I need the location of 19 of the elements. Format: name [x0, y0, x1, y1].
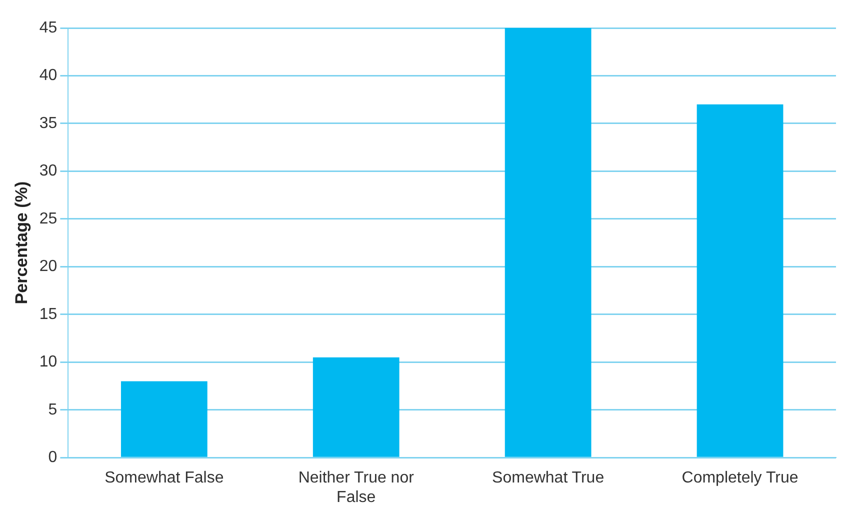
- y-tick-label: 10: [39, 354, 58, 371]
- y-tick-label: 40: [39, 67, 58, 84]
- y-tick-label: 5: [48, 401, 58, 418]
- bar: [120, 381, 208, 457]
- y-axis-title: Percentage (%): [12, 181, 31, 304]
- y-tick-label: 15: [39, 306, 58, 323]
- y-tick-label: 30: [39, 162, 58, 180]
- x-tick-label: Neither True nor False: [298, 470, 415, 506]
- x-tick-label: Completely True: [682, 470, 798, 487]
- bar: [696, 104, 784, 457]
- y-tick-label: 45: [39, 19, 58, 36]
- y-tick-label: 35: [39, 114, 58, 132]
- bar: [504, 28, 592, 457]
- x-tick-label: Somewhat False: [104, 470, 224, 487]
- y-tick-label: 0: [48, 449, 58, 466]
- bar: [312, 357, 400, 457]
- y-tick-label: 25: [39, 210, 58, 228]
- y-tick-label: 20: [39, 258, 58, 276]
- x-tick-label: Somewhat True: [492, 470, 604, 487]
